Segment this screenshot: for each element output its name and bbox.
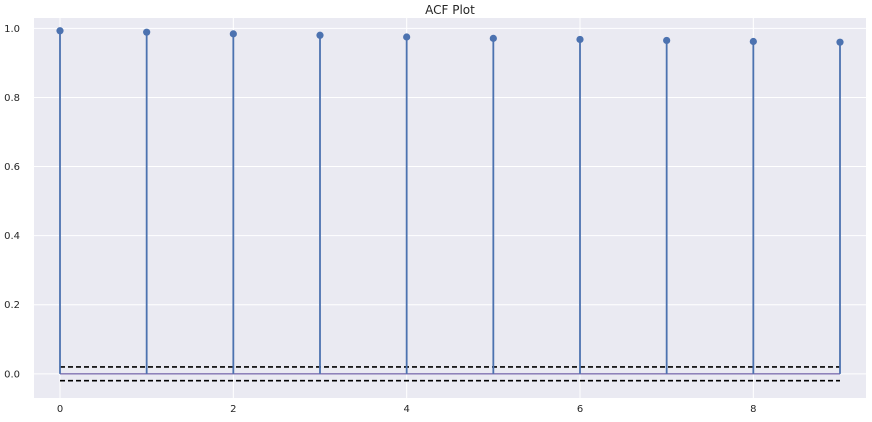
y-tick-label: 1.0 bbox=[4, 24, 20, 35]
y-tick-label: 0.6 bbox=[4, 162, 20, 173]
stem-marker bbox=[143, 28, 151, 36]
chart-title: ACF Plot bbox=[425, 3, 475, 17]
x-tick-label: 8 bbox=[750, 404, 756, 415]
stem-marker bbox=[489, 34, 497, 42]
x-tick-label: 6 bbox=[577, 404, 583, 415]
stem-marker bbox=[749, 37, 757, 46]
y-axis-ticks: 0.0 0.2 0.4 0.6 0.8 1.0 bbox=[4, 24, 20, 380]
x-tick-label: 4 bbox=[403, 404, 409, 415]
y-tick-label: 0.8 bbox=[4, 93, 20, 104]
stem-marker bbox=[663, 36, 671, 45]
y-tick-label: 0.4 bbox=[4, 231, 20, 242]
plot-area bbox=[34, 18, 866, 398]
x-tick-label: 2 bbox=[230, 404, 236, 415]
x-axis-ticks: 0 2 4 6 8 bbox=[57, 404, 757, 415]
stem-marker bbox=[56, 27, 64, 35]
x-tick-label: 0 bbox=[57, 404, 63, 415]
confidence-band bbox=[60, 366, 840, 382]
stem-marker bbox=[229, 30, 237, 38]
stem-marker bbox=[403, 33, 411, 41]
y-tick-label: 0.2 bbox=[4, 300, 20, 311]
stem-marker bbox=[576, 35, 584, 44]
acf-stems bbox=[56, 27, 844, 374]
stem-marker bbox=[836, 38, 844, 46]
y-tick-label: 0.0 bbox=[4, 369, 20, 380]
stem-marker bbox=[316, 31, 324, 39]
